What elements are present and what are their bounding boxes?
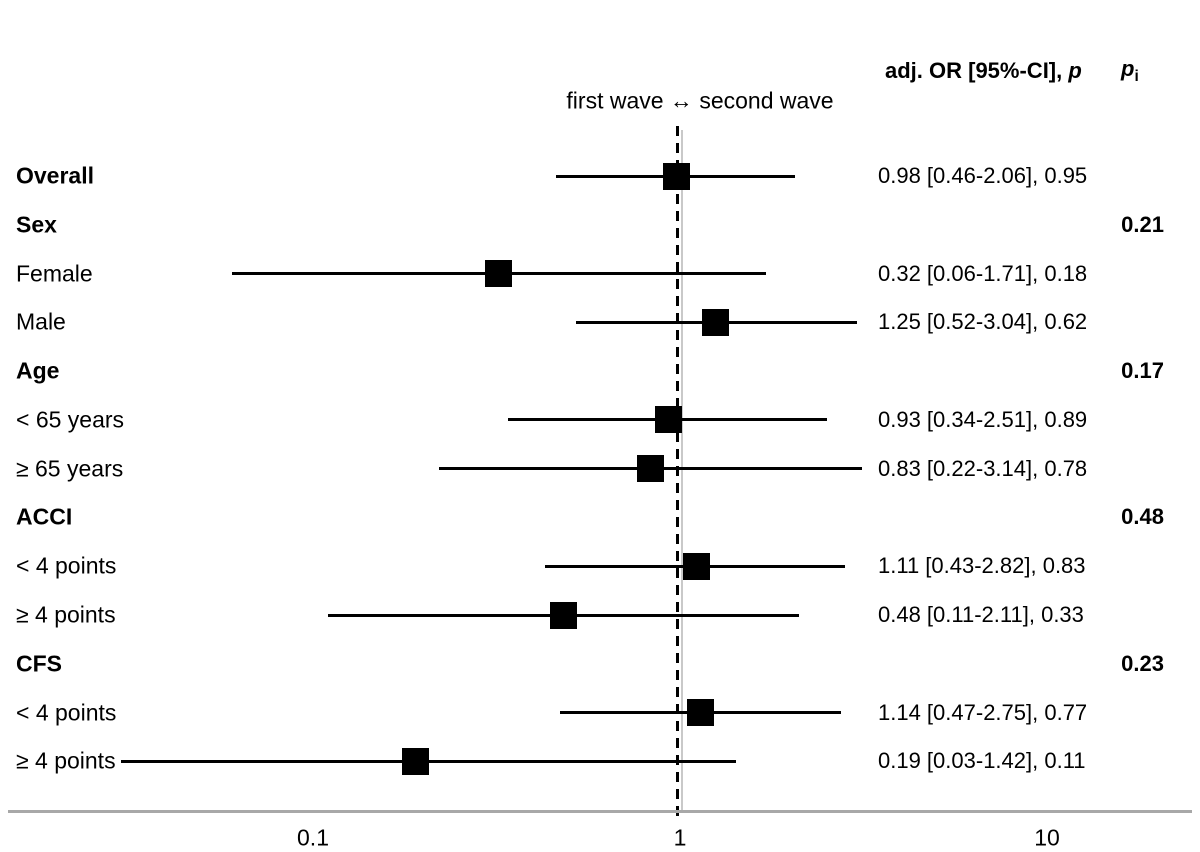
row-label: < 4 points <box>16 552 117 579</box>
estimate-column-header: adj. OR [95%-CI], p <box>885 58 1082 84</box>
x-tick-label: 1 <box>673 824 687 851</box>
estimate-text: 1.11 [0.43-2.82], 0.83 <box>878 553 1086 579</box>
point-estimate-marker <box>636 455 664 483</box>
group-header-label: ACCI <box>16 503 73 530</box>
row-label: < 4 points <box>16 699 117 726</box>
interaction-p-value: 0.17 <box>1121 358 1164 384</box>
group-header-label: Sex <box>16 211 57 238</box>
interaction-column-header-sub: i <box>1134 68 1139 86</box>
x-axis-line <box>8 810 1192 813</box>
interaction-column-header: pi <box>1121 56 1139 86</box>
point-estimate-marker <box>687 699 715 727</box>
estimate-text: 1.14 [0.47-2.75], 0.77 <box>878 699 1088 725</box>
row-label: < 65 years <box>16 406 125 433</box>
reference-line-dashed <box>676 126 679 817</box>
reference-gridline <box>681 130 683 811</box>
estimate-text: 0.93 [0.34-2.51], 0.89 <box>878 406 1088 432</box>
point-estimate-marker <box>654 406 682 434</box>
x-tick-label: 10 <box>1034 824 1060 851</box>
group-header-label: Age <box>16 357 60 384</box>
estimate-text: 0.98 [0.46-2.06], 0.95 <box>878 163 1088 188</box>
row-label: Overall <box>16 162 94 189</box>
row-label: Male <box>16 308 66 335</box>
group-header-label: CFS <box>16 650 62 677</box>
estimate-column-header-p: p <box>1068 58 1082 83</box>
point-estimate-marker <box>549 601 577 629</box>
row-label: ≥ 65 years <box>16 455 124 482</box>
estimate-column-header-text: adj. OR [95%-CI], <box>885 58 1069 83</box>
interaction-column-header-p: p <box>1121 55 1135 81</box>
interaction-p-value: 0.48 <box>1121 504 1164 530</box>
estimate-text: 0.83 [0.22-3.14], 0.78 <box>878 455 1088 481</box>
row-label: ≥ 4 points <box>16 601 116 628</box>
interaction-p-value: 0.21 <box>1121 211 1164 237</box>
interaction-p-value: 0.23 <box>1121 650 1164 676</box>
estimate-text: 1.25 [0.52-3.04], 0.62 <box>878 309 1088 335</box>
plot-subtitle: first wave ↔ second wave <box>566 87 834 114</box>
point-estimate-marker <box>683 552 711 580</box>
estimate-text: 0.48 [0.11-2.11], 0.33 <box>878 602 1084 628</box>
estimate-text: 0.32 [0.06-1.71], 0.18 <box>878 260 1088 286</box>
point-estimate-marker <box>401 747 429 775</box>
point-estimate-marker <box>663 162 691 190</box>
row-label: Female <box>16 260 93 287</box>
point-estimate-marker <box>484 260 512 288</box>
estimate-text: 0.19 [0.03-1.42], 0.11 <box>878 748 1086 774</box>
x-tick-label: 0.1 <box>297 824 329 851</box>
row-label: ≥ 4 points <box>16 747 116 774</box>
point-estimate-marker <box>702 308 730 336</box>
